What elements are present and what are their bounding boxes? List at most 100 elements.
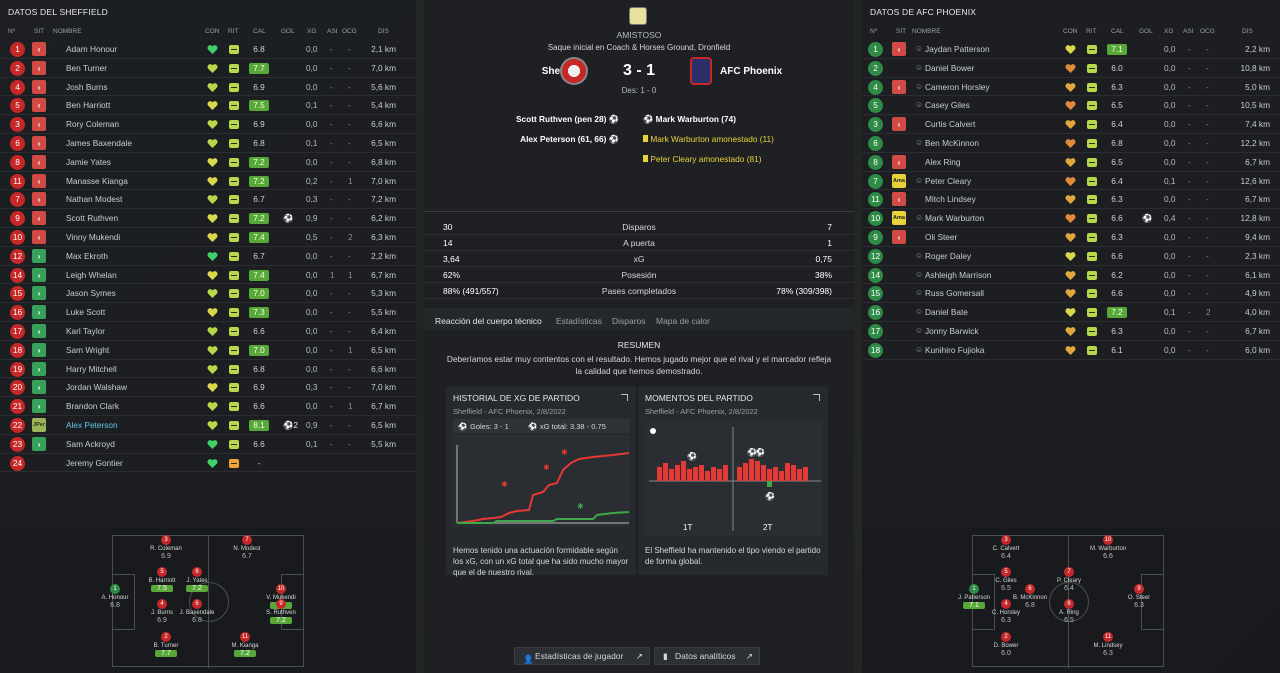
player-row[interactable]: 24 Jeremy Gontier - (0, 454, 416, 473)
player-row[interactable]: 10 Ama ☺ Mark Warburton 6.6 ⚽ 0,4 - - 12,8 km (862, 209, 1280, 228)
player-name[interactable]: Alex Ring (925, 156, 961, 167)
home-goal-2[interactable]: Alex Peterson (61, 66) (520, 134, 607, 144)
pitch-player[interactable]: 3 R. Coleman 6.9 (148, 535, 184, 560)
player-row[interactable]: 1 ‹ ☺ Jaydan Patterson 7.1 0,0 - - 2,2 km (862, 40, 1280, 59)
col-ocg[interactable]: OCG (342, 28, 357, 35)
col-sit[interactable]: SIT (34, 28, 45, 35)
pitch-player[interactable]: 4 J. Burns 6.9 (144, 599, 180, 624)
match-moments-card[interactable]: MOMENTOS DEL PARTIDO Sheffield - AFC Pho… (638, 387, 828, 575)
player-name[interactable]: Rory Coleman (66, 119, 120, 130)
player-name[interactable]: Alex Peterson (66, 420, 118, 430)
player-row[interactable]: 17 ☺ Jonny Barwick 6.3 0,0 - - 6,7 km (862, 322, 1280, 341)
player-name[interactable]: Jordan Walshaw (66, 382, 128, 393)
player-name[interactable]: Karl Taylor (66, 326, 106, 336)
expand-icon[interactable] (813, 394, 820, 401)
player-name[interactable]: Curtis Calvert (925, 119, 976, 130)
player-row[interactable]: 1 ‹ Adam Honour 6.8 0,0 - - 2,1 km (0, 40, 416, 59)
pitch-player[interactable]: 8 A. Ring 6.5 (1051, 599, 1087, 624)
player-name[interactable]: Peter Cleary (925, 175, 972, 186)
player-name[interactable]: Harry Mitchell (66, 363, 117, 374)
player-row[interactable]: 8 ‹ Alex Ring 6.5 0,0 - - 6,7 km (862, 153, 1280, 172)
player-row[interactable]: 18 ☺ Kunihiro Fujioka 6.1 0,0 - - 6,0 km (862, 341, 1280, 360)
away-booking-2[interactable]: Peter Cleary amonestado (81) (650, 154, 762, 164)
player-name[interactable]: Ashleigh Marrison (925, 269, 992, 280)
pitch-player[interactable]: 6 J. Baxendale 6.8 (179, 599, 215, 624)
tab-heatmap[interactable]: Mapa de calor (656, 316, 710, 326)
player-row[interactable]: 11 ‹ Mitch Lindsey 6.3 0,0 - - 6,7 km (862, 190, 1280, 210)
player-name[interactable]: Jonny Barwick (925, 326, 979, 336)
player-name[interactable]: Jamie Yates (66, 156, 111, 167)
col-xg[interactable]: XG (1164, 28, 1174, 35)
player-row[interactable]: 11 ‹ Manasse Kianga 7.2 0,2 - 1 7,0 km (0, 172, 416, 191)
player-row[interactable]: 16 › Luke Scott 7.3 0,0 - - 5,5 km (0, 303, 416, 322)
col-xg[interactable]: XG (307, 28, 317, 35)
player-row[interactable]: 9 ‹ Oli Steer 6.3 0,0 - - 9,4 km (862, 228, 1280, 247)
player-row[interactable]: 14 ☺ Ashleigh Marrison 6.2 0,0 - - 6,1 km (862, 266, 1280, 285)
pitch-player[interactable]: 1 J. Patterson 7.1 (956, 584, 992, 609)
player-row[interactable]: 15 › Jason Symes 7.0 0,0 - - 5,3 km (0, 284, 416, 304)
expand-icon[interactable] (621, 394, 628, 401)
pitch-player[interactable]: 4 C. Horsley 6.3 (988, 599, 1024, 624)
player-name[interactable]: Kunihiro Fujioka (925, 344, 985, 355)
player-row[interactable]: 7 Ama ☺ Peter Cleary 6.4 0,1 - - 12,6 km (862, 172, 1280, 191)
player-name[interactable]: Daniel Bate (925, 307, 968, 318)
pitch-player[interactable]: 9 S. Ruthven 7.2 (263, 599, 299, 624)
col-cal[interactable]: CAL (253, 28, 266, 35)
player-name[interactable]: Ben McKinnon (925, 138, 979, 148)
player-row[interactable]: 22 JPer Alex Peterson 8.1 ⚽2 0,9 - - 6,5 km (0, 416, 416, 435)
player-row[interactable]: 9 ‹ Scott Ruthven 7.2 ⚽ 0,9 - - 6,2 km (0, 209, 416, 228)
player-name[interactable]: Luke Scott (66, 307, 106, 318)
player-name[interactable]: Sam Wright (66, 344, 110, 355)
pitch-player[interactable]: 9 O. Steer 6.3 (1121, 584, 1157, 609)
player-name[interactable]: Sam Ackroyd (66, 438, 115, 449)
player-row[interactable]: 5 ☺ Casey Giles 6.5 0,0 - - 10,5 km (862, 96, 1280, 116)
player-name[interactable]: Casey Giles (925, 100, 970, 111)
col-rit[interactable]: RIT (228, 28, 239, 35)
player-stats-button[interactable]: 👤 Estadísticas de jugador ↗ (514, 647, 650, 665)
pitch-player[interactable]: 2 D. Bower 6.0 (988, 632, 1024, 657)
player-name[interactable]: Brandon Clark (66, 401, 120, 412)
player-name[interactable]: Leigh Whelan (66, 269, 117, 280)
col-ocg[interactable]: OCG (1200, 28, 1215, 35)
player-row[interactable]: 12 ☺ Roger Daley 6.6 0,0 - - 2,3 km (862, 247, 1280, 266)
player-row[interactable]: 4 ‹ ☺ Cameron Horsley 6.3 0,0 - - 5,0 km (862, 78, 1280, 97)
col-sit[interactable]: SIT (896, 28, 907, 35)
col-num[interactable]: Nº (8, 28, 16, 35)
col-rit[interactable]: RIT (1086, 28, 1097, 35)
player-name[interactable]: Russ Gomersall (925, 288, 985, 299)
player-row[interactable]: 2 ☺ Daniel Bower 6.0 0,0 - - 10,8 km (862, 59, 1280, 78)
player-name[interactable]: Josh Burns (66, 81, 108, 92)
player-name[interactable]: Roger Daley (925, 250, 972, 261)
player-name[interactable]: Vinny Mukendi (66, 232, 121, 242)
player-row[interactable]: 10 ‹ Vinny Mukendi 7.4 0,5 - 2 6,3 km (0, 228, 416, 247)
player-row[interactable]: 6 ☺ Ben McKinnon 6.8 0,0 - - 12,2 km (862, 134, 1280, 153)
analytics-button[interactable]: ▮ Datos analíticos ↗ (654, 647, 760, 665)
col-asi[interactable]: ASI (1183, 28, 1194, 35)
player-row[interactable]: 17 › Karl Taylor 6.6 0,0 - - 6,4 km (0, 322, 416, 341)
player-name[interactable]: Mitch Lindsey (925, 194, 976, 205)
player-name[interactable]: Adam Honour (66, 44, 118, 54)
player-name[interactable]: Daniel Bower (925, 62, 975, 73)
player-name[interactable]: Nathan Modest (66, 194, 123, 205)
player-row[interactable]: 2 ‹ Ben Turner 7.7 0,0 - - 7,0 km (0, 59, 416, 78)
player-name[interactable]: Oli Steer (925, 232, 958, 242)
player-row[interactable]: 5 ‹ Ben Harriott 7.5 0,1 - - 5,4 km (0, 96, 416, 116)
col-cal[interactable]: CAL (1111, 28, 1124, 35)
away-goal-1[interactable]: Mark Warburton (74) (655, 114, 737, 124)
player-name[interactable]: Ben Turner (66, 62, 108, 73)
player-name[interactable]: Jeremy Gontier (66, 457, 123, 468)
player-row[interactable]: 15 ☺ Russ Gomersall 6.6 0,0 - - 4,9 km (862, 284, 1280, 304)
player-name[interactable]: Jason Symes (66, 288, 116, 299)
player-row[interactable]: 12 › Max Ekroth 6.7 0,0 - - 2,2 km (0, 247, 416, 266)
player-row[interactable]: 21 › Brandon Clark 6.6 0,0 - 1 6,7 km (0, 397, 416, 416)
player-name[interactable]: Scott Ruthven (66, 213, 119, 224)
player-name[interactable]: Cameron Horsley (925, 81, 990, 92)
player-row[interactable]: 3 ‹ Curtis Calvert 6.4 0,0 - - 7,4 km (862, 115, 1280, 134)
col-gol[interactable]: GOL (281, 28, 295, 35)
tab-shots[interactable]: Disparos (612, 316, 646, 326)
pitch-player[interactable]: 6 B. McKinnon 6.8 (1012, 584, 1048, 609)
pitch-player[interactable]: 11 M. Kianga 7.2 (227, 632, 263, 657)
player-name[interactable]: Mark Warburton (925, 213, 985, 224)
player-row[interactable]: 20 › Jordan Walshaw 6.9 0,3 - - 7,0 km (0, 378, 416, 398)
player-row[interactable]: 6 ‹ James Baxendale 6.8 0,1 - - 6,5 km (0, 134, 416, 153)
